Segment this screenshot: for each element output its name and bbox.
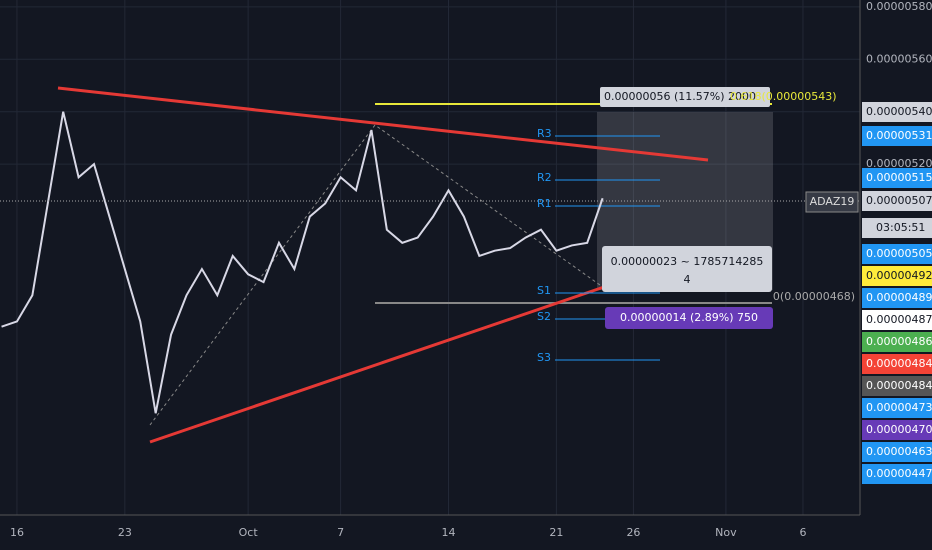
y-tick-label: 0.00000580: [866, 0, 932, 13]
price-tag: [862, 244, 932, 264]
label-box: [600, 87, 770, 107]
price-tag-label: 0.00000492: [866, 269, 932, 282]
price-tag: [862, 420, 932, 440]
price-tags: 0.00000540 0.00000531 0.00000515 0.00000507…: [862, 102, 932, 484]
pivots: R3 R2 R1 S1 S2 S3: [537, 127, 660, 364]
pivot-label: S3: [537, 351, 551, 364]
price-tag: [862, 464, 932, 484]
plot: [1, 111, 604, 414]
price-tag: [862, 126, 932, 146]
x-tick-label: 16: [10, 526, 24, 539]
trend-line: [57, 86, 709, 162]
price-tag-label: 0.00000507: [866, 194, 932, 207]
price-tag-label: 0.00000489: [866, 291, 932, 304]
price-tag: [862, 168, 932, 188]
x-tick-label: Nov: [715, 526, 737, 539]
symbol: ADAZ19: [810, 195, 855, 208]
price-tag-label: 0.00000484: [866, 379, 932, 392]
price-tag: [862, 102, 932, 122]
price-tag-label: 0.00000487: [866, 313, 932, 326]
pivot-label: S1: [537, 284, 551, 297]
countdown: 03:05:51: [876, 221, 925, 234]
y-tick-label: 0.00000560: [866, 52, 932, 65]
x-tick-label: 7: [337, 526, 344, 539]
price-tag-label: 0.00000486: [866, 335, 932, 348]
label-box: [602, 246, 772, 292]
price-tag-label: 0.00000447: [866, 467, 932, 480]
y-tick-label: 0.00000520: [866, 157, 932, 170]
price-tag-label: 0.00000531: [866, 129, 932, 142]
countdown-box: [862, 218, 932, 238]
price-tag-label: 0.00000463: [866, 445, 932, 458]
pivot-label: S2: [537, 310, 551, 323]
x-tick-label: 26: [626, 526, 640, 539]
price-tag-label: 0.00000470: [866, 423, 932, 436]
price-tag-label: 0.00000540: [866, 105, 932, 118]
pivot-label: R2: [537, 171, 552, 184]
price-tag-label: 0.00000473: [866, 401, 932, 414]
price-line: [1, 111, 604, 414]
price-tag: [862, 332, 932, 352]
range-low: 0.00000014 (2.89%) 750: [620, 311, 758, 324]
price-tag-label: 0.00000484: [866, 357, 932, 370]
price-tag: [862, 310, 932, 330]
pivot-label: R3: [537, 127, 552, 140]
symbol-box: [805, 191, 859, 213]
price-tag: [862, 398, 932, 418]
price-tag: [862, 354, 932, 374]
x-tick-label: 23: [118, 526, 132, 539]
x-tick-label: 14: [441, 526, 455, 539]
x-tick-label: 6: [799, 526, 806, 539]
fib-label: 0.618(0.00000543): [730, 90, 837, 103]
price-tag: [862, 442, 932, 462]
price-tag: [862, 376, 932, 396]
pivot-label: R1: [537, 197, 552, 210]
price-tag: [862, 191, 932, 211]
trend-line: [149, 284, 608, 444]
price-tag: [862, 266, 932, 286]
range-mid: 4: [684, 273, 691, 286]
price-tag-label: 0.00000505: [866, 247, 932, 260]
price-tag: [862, 288, 932, 308]
fib-zero: 0(0.00000468): [773, 290, 855, 303]
x-tick-label: Oct: [239, 526, 259, 539]
range-mid: 0.00000023 ~ 1785714285: [611, 255, 764, 268]
x-tick-label: 21: [549, 526, 563, 539]
range-top: 0.00000056 (11.57%) 2000: [604, 90, 756, 103]
label-box: [605, 307, 773, 329]
price-tag-label: 0.00000515: [866, 171, 932, 184]
